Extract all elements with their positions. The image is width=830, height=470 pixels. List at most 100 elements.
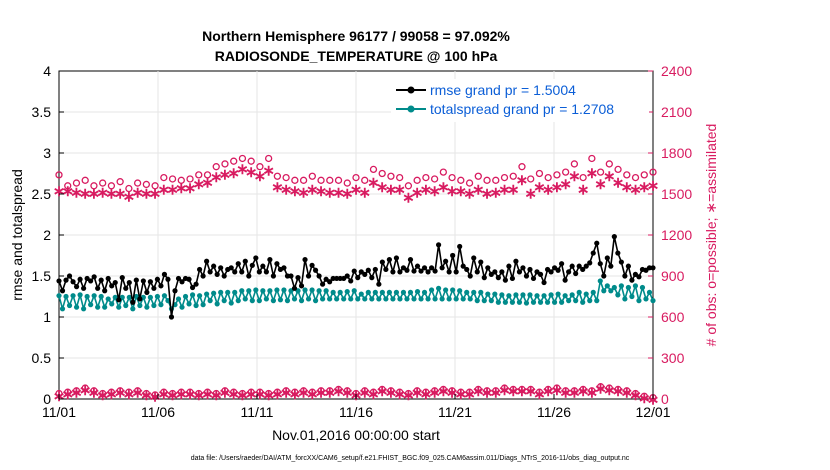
totalspread-point (56, 293, 62, 299)
obs-possible-marker (579, 385, 587, 394)
totalspread-point (256, 298, 262, 304)
rmse-point (379, 259, 385, 265)
totalspread-point (587, 298, 593, 304)
totalspread-point (407, 289, 414, 295)
rmse-point (63, 277, 69, 283)
rmse-point (320, 281, 326, 287)
rmse-point (446, 269, 452, 275)
totalspread-point (488, 298, 494, 304)
totalspread-point (601, 288, 607, 294)
obs-possible-marker (553, 171, 561, 179)
rmse-point (137, 296, 143, 302)
obs-assimilated-marker: ∗ (647, 177, 660, 194)
obs-possible-marker (509, 385, 517, 394)
obs-assimilated-marker: ∗ (393, 182, 406, 199)
obs-possible-marker (247, 157, 255, 165)
totalspread-point (618, 283, 624, 289)
totalspread-point (193, 302, 199, 309)
rmse-point (267, 257, 273, 263)
obs-possible-marker (326, 387, 334, 395)
y-left-tick-label: 0.5 (32, 350, 52, 366)
rmse-point (566, 269, 572, 275)
rmse-point (555, 267, 561, 273)
obs-possible-marker (317, 387, 325, 395)
obs-possible-marker (474, 385, 482, 394)
totalspread-point (443, 287, 449, 293)
totalspread-point (88, 302, 94, 308)
obs-assimilated-marker: ∗ (594, 176, 607, 193)
totalspread-point (175, 296, 182, 302)
rmse-point (622, 273, 628, 279)
rmse-point (460, 263, 466, 269)
totalspread-point (116, 304, 122, 310)
obs-possible-marker (422, 388, 430, 396)
totalspread-point (548, 292, 554, 298)
totalspread-point (189, 292, 196, 298)
obs-assimilated-marker: ∗ (402, 190, 415, 207)
obs-assimilated-marker: ∗ (586, 384, 599, 401)
rmse-point (70, 279, 76, 285)
rmse-point (98, 277, 104, 283)
obs-assimilated-marker: ∗ (551, 179, 564, 196)
rmse-point (344, 273, 350, 279)
rmse-point (305, 273, 312, 279)
chart-title-line2: RADIOSONDE_TEMPERATURE @ 100 hPa (215, 48, 498, 64)
obs-possible-marker (107, 388, 116, 396)
obs-possible-marker (308, 172, 316, 180)
rmse-point (140, 278, 146, 284)
totalspread-series (56, 278, 656, 312)
totalspread-point (513, 292, 519, 298)
rmse-point (95, 285, 101, 291)
rmse-point (116, 297, 122, 303)
obs-assimilated-marker: ∗ (489, 184, 502, 201)
rmse-point (242, 258, 248, 264)
y-right-tick-label: 600 (661, 309, 685, 325)
x-tick-label: 11/26 (537, 404, 571, 420)
obs-assimilated-marker: ∗ (507, 383, 520, 400)
rmse-point (580, 266, 586, 273)
rmse-point (291, 285, 298, 291)
obs-assimilated-marker: ∗ (175, 180, 188, 197)
obs-possible-marker (492, 387, 500, 395)
totalspread-point (147, 294, 153, 300)
obs-possible-marker (579, 173, 587, 182)
obs-possible-marker (116, 387, 124, 395)
obs-possible-marker (291, 176, 299, 184)
totalspread-point (650, 298, 656, 304)
obs-assimilated-marker: ∗ (332, 184, 345, 201)
totalspread-point (182, 293, 189, 300)
totalspread-point (59, 306, 66, 312)
obs-assimilated-marker: ∗ (184, 180, 197, 197)
rmse-point (523, 273, 530, 279)
obs-possible-marker (640, 392, 648, 400)
rmse-point (235, 261, 241, 267)
obs-possible-marker (396, 173, 404, 182)
totalspread-point (274, 287, 280, 293)
totalspread-point (530, 299, 537, 305)
rmse-point (270, 273, 277, 279)
totalspread-point (639, 284, 646, 291)
rmse-point (179, 279, 185, 285)
obs-possible-marker (561, 387, 570, 395)
obs-possible-marker (273, 388, 282, 396)
totalspread-point (485, 291, 491, 297)
obs-possible-marker (413, 176, 421, 184)
totalspread-point (383, 296, 389, 302)
rmse-point (161, 271, 168, 277)
obs-assimilated-marker: ∗ (79, 382, 92, 399)
obs-possible-marker (588, 387, 596, 395)
obs-assimilated-marker: ∗ (271, 386, 284, 403)
rmse-point (390, 269, 396, 275)
totalspread-point (520, 292, 526, 298)
obs-assimilated-marker: ∗ (455, 386, 468, 403)
obs-assimilated-marker: ∗ (472, 182, 485, 199)
totalspread-point (446, 296, 452, 302)
x-tick-label: 11/11 (241, 404, 274, 420)
totalspread-point (154, 293, 161, 300)
y-right-tick-label: 300 (661, 350, 685, 366)
rmse-point (587, 260, 593, 266)
obs-possible-marker (160, 388, 168, 396)
rmse-point (414, 263, 421, 269)
rmse-point (312, 267, 319, 273)
obs-assimilated-marker: ∗ (542, 383, 555, 400)
